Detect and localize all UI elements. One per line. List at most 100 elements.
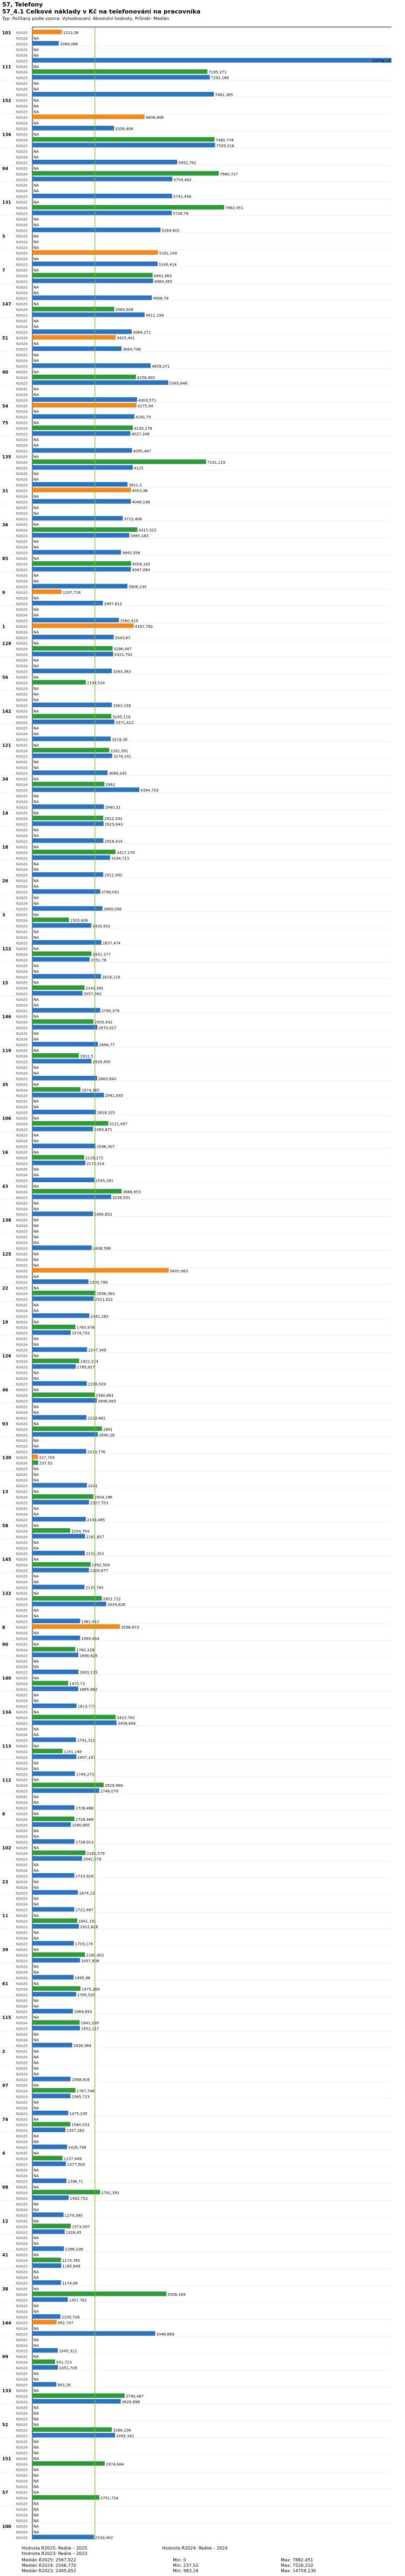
na-label: NA: [33, 2083, 39, 2087]
series-label: R2025: [16, 370, 28, 374]
na-label: NA: [33, 1224, 39, 1228]
series-label: R2023: [16, 93, 28, 97]
series-label: R2025: [16, 811, 28, 815]
na-label: NA: [33, 1439, 39, 1443]
series-label: R2024: [16, 698, 28, 702]
bar-r2024: [32, 714, 112, 718]
na-label: NA: [33, 1880, 39, 1884]
group-label: 97: [2, 2083, 8, 2088]
series-label: R2024: [16, 2530, 28, 2534]
na-label: NA: [33, 630, 39, 634]
bar-r2023: [32, 2110, 69, 2116]
group-label: 46: [2, 1387, 9, 1392]
data-label: 2325,677: [90, 1569, 108, 1573]
series-label: R2024: [16, 206, 28, 211]
series-label: R2025: [16, 1948, 28, 1952]
series-label: R2023: [16, 585, 28, 589]
na-label: NA: [33, 998, 39, 1002]
series-label: R2025: [16, 1507, 28, 1511]
bar-r2023: [32, 2314, 61, 2319]
series-label: R2023: [16, 2298, 28, 2302]
series-label: R2024: [16, 1241, 28, 1245]
series-label: R2024: [16, 885, 28, 889]
data-label: 4048,148: [132, 500, 150, 504]
series-label: R2023: [16, 1993, 28, 1997]
group-label: 144: [2, 2321, 11, 2326]
bar-r2023: [32, 363, 151, 368]
bar-r2023: [32, 1127, 93, 1131]
series-label: R2025: [16, 1100, 28, 1104]
series-label: R2024: [16, 511, 28, 516]
bar-r2023: [32, 1415, 87, 1420]
data-label: 3911,1: [129, 483, 141, 487]
na-label: NA: [33, 2304, 39, 2308]
series-label: R2025: [16, 184, 28, 188]
data-label: 3343,67: [115, 636, 131, 640]
series-label: R2023: [16, 1806, 28, 1811]
bar-r2023: [32, 329, 132, 334]
data-label: 7509,318: [216, 144, 234, 148]
bar-r2025: [32, 589, 62, 594]
na-label: NA: [33, 1970, 39, 1975]
group-label: 13: [2, 1489, 8, 1494]
bar-r2023: [32, 550, 122, 555]
bar-r2023: [32, 940, 102, 945]
series-label: R2023: [16, 483, 28, 487]
group-label: 140: [2, 1676, 11, 1681]
group-label: 19: [2, 1320, 9, 1325]
data-label: 2185,579: [86, 1852, 104, 1856]
data-label: 14759,13: [373, 59, 390, 63]
data-label: 2241: [88, 1484, 98, 1488]
na-label: NA: [33, 2423, 39, 2427]
group-label: 40: [2, 370, 9, 375]
na-label: NA: [33, 325, 39, 329]
series-label: R2024: [16, 308, 28, 312]
bar-r2023: [32, 1347, 87, 1352]
na-label: NA: [33, 2519, 39, 2523]
group-label: 58: [2, 1523, 9, 1528]
bar-r2023: [32, 1279, 89, 1284]
na-label: NA: [33, 811, 39, 815]
series-label: R2024: [16, 2038, 28, 2043]
bar-r2024: [32, 782, 105, 787]
bar-r2023: [32, 2534, 94, 2539]
na-label: NA: [33, 1015, 39, 1019]
series-label: R2025: [16, 2423, 28, 2427]
data-label: 1560,533: [71, 2123, 89, 2127]
data-label: 1885,982: [79, 1687, 97, 1692]
na-label: NA: [33, 358, 39, 363]
series-label: R2024: [16, 2445, 28, 2450]
series-label: R2024: [16, 2395, 28, 2399]
na-label: NA: [33, 1897, 39, 1901]
data-label: 5605,063: [170, 1269, 188, 1273]
data-label: 1174,785: [62, 2259, 80, 2263]
group-label: 8: [2, 1625, 5, 1630]
na-label: NA: [33, 2050, 39, 2054]
data-label: 4275,94: [138, 404, 153, 408]
data-label: 4303,571: [138, 398, 156, 403]
series-label: R2025: [16, 1490, 28, 1494]
na-label: NA: [33, 2066, 39, 2071]
bar-r2025: [32, 487, 131, 492]
series-label: R2024: [16, 1902, 28, 1907]
data-label: 2912,092: [104, 873, 122, 878]
series-label: R2025: [16, 930, 28, 934]
series-label: R2023: [16, 2094, 28, 2099]
series-label: R2023: [16, 1789, 28, 1794]
series-label: R2025: [16, 879, 28, 883]
na-label: NA: [33, 2134, 39, 2139]
series-label: R2023: [16, 2213, 28, 2218]
series-label: R2025: [16, 1218, 28, 1223]
group-label: 99: [2, 2355, 9, 2360]
series-label: R2023: [16, 381, 28, 385]
group-label: 35: [2, 1082, 9, 1087]
bar-r2024: [32, 2393, 125, 2398]
bar-r2023: [32, 1109, 96, 1115]
bar-r2023: [32, 736, 111, 741]
series-label: R2024: [16, 1648, 28, 1652]
na-label: NA: [33, 36, 39, 40]
na-label: NA: [33, 511, 39, 516]
na-label: NA: [33, 2236, 39, 2240]
series-label: R2025: [16, 1116, 28, 1121]
group-label: 57: [2, 2490, 8, 2495]
